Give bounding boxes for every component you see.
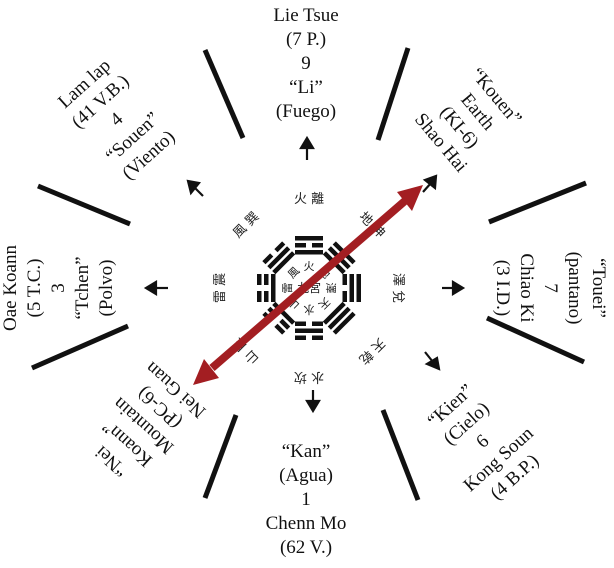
divider-right-lower — [485, 315, 586, 365]
arrow-northeast — [422, 174, 438, 193]
glyph-inner-w: 雷 — [281, 283, 294, 294]
sector-dividers — [30, 47, 587, 501]
arrow-southeast — [424, 351, 441, 371]
line: 1 — [301, 489, 311, 510]
glyph-w: 雷 震 — [213, 273, 228, 303]
glyph-inner-n: 火 — [304, 260, 315, 273]
trigram-s — [295, 321, 323, 340]
glyph-se: 天 乾 — [356, 335, 388, 367]
line: (7 P.) — [285, 29, 327, 50]
glyph-inner-s: 水 — [304, 303, 315, 316]
line: 3 — [48, 283, 69, 293]
label-top: Lie Tsue (7 P.) 9 “Li” (Fuego) — [246, 4, 366, 124]
trigram-se — [322, 301, 356, 335]
diagonal-arrow — [193, 185, 423, 385]
line: Lie Tsue — [273, 5, 339, 26]
glyph-inner-se: 天 — [316, 295, 333, 312]
glyph-n: 火 離 — [294, 192, 324, 207]
line: (3 I.D.) — [492, 259, 513, 317]
arrow-north — [299, 135, 315, 160]
divider-left-upper — [37, 183, 131, 227]
label-left: Oae Koann (5 T.C.) 3 “Tchen” (Polvo) — [0, 223, 119, 353]
line: (Agua) — [279, 465, 333, 486]
trigram-n — [295, 236, 323, 255]
trigram-ne — [322, 241, 356, 275]
trigram-e — [342, 274, 361, 302]
line: “Kan” — [281, 441, 331, 462]
glyph-inner-e: 澤 — [324, 283, 337, 294]
line: 9 — [301, 53, 311, 74]
arrow-west — [143, 280, 168, 296]
direction-arrows — [143, 135, 466, 414]
glyph-s: 水 坎 — [294, 369, 324, 384]
line: Oae Koann — [0, 245, 21, 331]
line: “Tchen” — [72, 256, 93, 320]
label-right: “Touei” (pantano) 7 Chiao Ki (3 I.D.) — [490, 223, 610, 353]
trigram-w — [257, 274, 276, 302]
arrow-south — [305, 390, 321, 414]
glyph-inner-nw: 風 — [285, 264, 302, 281]
line: (5 T.C.) — [24, 258, 45, 318]
trigram-nw — [262, 241, 296, 275]
line: Chiao Ki — [516, 253, 537, 323]
line: Chenn Mo — [265, 513, 347, 534]
line: 7 — [540, 283, 561, 293]
divider-bottom-right — [380, 409, 421, 501]
divider-right-upper — [488, 180, 587, 225]
label-bottom: “Kan” (Agua) 1 Chenn Mo (62 V.) — [246, 440, 366, 560]
line: (pantano) — [564, 251, 585, 325]
line: (62 V.) — [279, 537, 333, 558]
glyph-nw: 風 巽 — [230, 209, 262, 241]
line: “Touei” — [588, 258, 609, 318]
line: “Li” — [289, 77, 323, 98]
divider-left-lower — [30, 323, 130, 371]
line: (Fuego) — [275, 101, 337, 122]
divider-top-right — [375, 47, 411, 141]
divider-bottom-left — [202, 414, 239, 499]
glyph-e: 澤 兌 — [390, 273, 405, 303]
arrow-east — [442, 280, 466, 296]
line: (Polvo) — [96, 259, 117, 317]
arrow-northwest — [186, 179, 204, 197]
divider-top-left — [202, 49, 246, 139]
